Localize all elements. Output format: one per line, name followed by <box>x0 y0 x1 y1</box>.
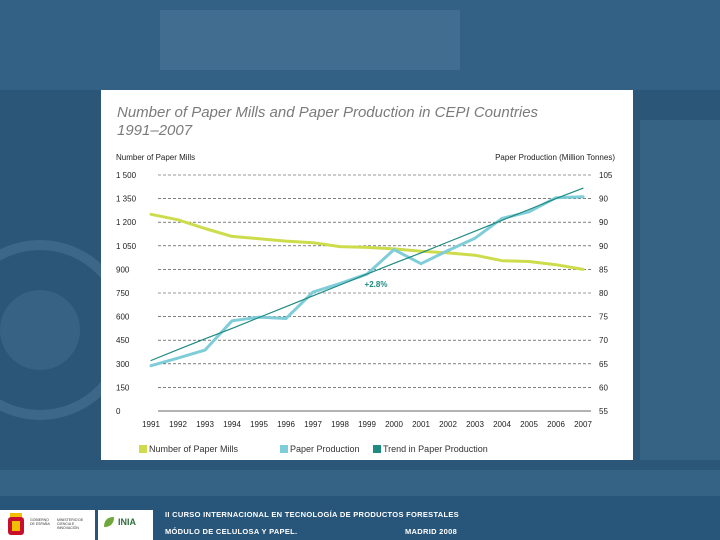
chart-title: Number of Paper Mills and Paper Producti… <box>117 104 617 140</box>
right-tick-label: 90 <box>599 195 608 204</box>
chart-title-years: 1991–2007 <box>117 122 193 139</box>
right-tick-label: 85 <box>599 265 608 274</box>
x-tick-label: 1999 <box>358 420 376 429</box>
coat-of-arms-icon <box>8 513 24 535</box>
gobierno-logo: GOBIERNO DE ESPAÑA MINISTERIO DE CIENCIA… <box>0 510 95 540</box>
x-tick-label: 1992 <box>169 420 187 429</box>
inia-logo: INIA <box>98 510 153 540</box>
legend-label: Trend in Paper Production <box>383 444 488 454</box>
right-tick-label: 70 <box>599 336 608 345</box>
legend-label: Paper Production <box>290 444 360 454</box>
footer-location: MADRID 2008 <box>405 527 458 536</box>
left-tick-label: 1 200 <box>116 218 137 227</box>
left-tick-label: 750 <box>116 289 130 298</box>
right-axis-title: Paper Production (Million Tonnes) <box>495 153 615 162</box>
right-tick-label: 55 <box>599 407 608 416</box>
x-tick-label: 2007 <box>574 420 592 429</box>
x-tick-label: 2000 <box>385 420 403 429</box>
left-tick-label: 1 350 <box>116 195 137 204</box>
left-tick-label: 600 <box>116 313 130 322</box>
trend-annotation: +2.8% <box>365 280 388 289</box>
legend-swatch <box>280 445 288 453</box>
left-axis-title: Number of Paper Mills <box>116 153 196 162</box>
x-tick-label: 2001 <box>412 420 430 429</box>
x-tick-label: 2004 <box>493 420 511 429</box>
left-tick-label: 450 <box>116 336 130 345</box>
series-line-trend-in-paper-production <box>150 187 584 362</box>
x-tick-label: 1994 <box>223 420 241 429</box>
left-tick-label: 900 <box>116 265 130 274</box>
x-tick-label: 1995 <box>250 420 268 429</box>
ministry-text: MINISTERIO DE CIENCIA E INNOVACIÓN <box>57 518 84 530</box>
left-tick-label: 1 500 <box>116 171 137 180</box>
x-tick-label: 1991 <box>142 420 160 429</box>
legend-swatch <box>373 445 381 453</box>
right-tick-label: 90 <box>599 242 608 251</box>
right-tick-label: 105 <box>599 171 613 180</box>
right-tick-label: 75 <box>599 313 608 322</box>
left-tick-label: 1 050 <box>116 242 137 251</box>
gobierno-text: GOBIERNO DE ESPAÑA <box>30 518 50 526</box>
x-tick-label: 2005 <box>520 420 538 429</box>
chart-card: Number of Paper Mills and Paper Producti… <box>101 90 633 460</box>
left-tick-label: 300 <box>116 360 130 369</box>
right-tick-label: 80 <box>599 289 608 298</box>
chart-title-main: Number of Paper Mills and Paper Producti… <box>117 104 539 121</box>
x-tick-label: 1996 <box>277 420 295 429</box>
x-tick-label: 1997 <box>304 420 322 429</box>
x-tick-label: 2002 <box>439 420 457 429</box>
right-tick-label: 65 <box>599 360 608 369</box>
leaf-icon <box>104 517 114 527</box>
x-tick-label: 2006 <box>547 420 565 429</box>
x-tick-label: 1993 <box>196 420 214 429</box>
x-tick-label: 2003 <box>466 420 484 429</box>
x-tick-label: 1998 <box>331 420 349 429</box>
legend-swatch <box>139 445 147 453</box>
footer-course-title: II CURSO INTERNACIONAL EN TECNOLOGÍA DE … <box>165 510 459 519</box>
footer-module: MÓDULO DE CELULOSA Y PAPEL. <box>165 527 298 536</box>
left-tick-label: 0 <box>116 407 121 416</box>
right-tick-label: 90 <box>599 218 608 227</box>
inia-text: INIA <box>118 517 136 527</box>
series-line-number-of-paper-mills <box>149 212 585 271</box>
right-tick-label: 60 <box>599 383 608 392</box>
legend-label: Number of Paper Mills <box>149 444 239 454</box>
left-tick-label: 150 <box>116 383 130 392</box>
